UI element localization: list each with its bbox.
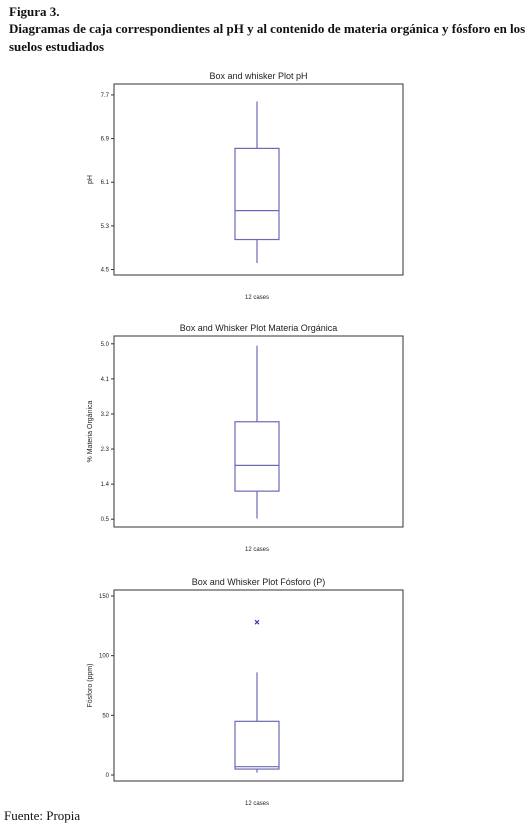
y-tick-label: 50 bbox=[102, 713, 109, 719]
y-tick-label: 5.0 bbox=[101, 342, 110, 348]
plot-frame bbox=[113, 589, 404, 782]
source-note: Fuente: Propia bbox=[4, 808, 81, 823]
y-axis-label: Fósforo (ppm) bbox=[87, 664, 94, 708]
boxplot-fosforo-figure: Box and Whisker Plot Fósforo (P) 0 50 100 15… bbox=[0, 576, 532, 816]
iqr-box bbox=[234, 421, 280, 492]
y-tick-label: 1.4 bbox=[101, 482, 110, 488]
y-tick-label: 0 bbox=[106, 773, 110, 779]
chart-title: Box and Whisker Plot Fósforo (P) bbox=[192, 577, 326, 587]
y-tick-label: 6.1 bbox=[101, 180, 110, 186]
boxplot-ph-figure: Box and whisker Plot pH 4.5 5.3 6.1 6.9 7.7 pH… bbox=[0, 70, 532, 310]
boxplot-fosforo-svg: Box and Whisker Plot Fósforo (P) 0 50 100 15… bbox=[87, 577, 404, 807]
boxplot-ph-svg: Box and whisker Plot pH 4.5 5.3 6.1 6.9 7.7 pH… bbox=[87, 71, 404, 301]
chart-title: Box and whisker Plot pH bbox=[209, 71, 307, 81]
chart-title: Box and Whisker Plot Materia Orgánica bbox=[180, 323, 338, 333]
outlier-point bbox=[254, 619, 260, 625]
y-tick-label: 7.7 bbox=[101, 93, 110, 99]
y-axis-label: pH bbox=[87, 175, 94, 184]
y-tick-label: 0.5 bbox=[101, 517, 110, 523]
y-tick-label: 2.3 bbox=[101, 447, 110, 453]
y-tick-label: 6.9 bbox=[101, 137, 110, 143]
y-tick-label: 150 bbox=[99, 594, 110, 600]
plot-frame bbox=[113, 335, 404, 528]
x-axis-label: 12 cases bbox=[245, 295, 269, 301]
figure-label: Figura 3. bbox=[9, 4, 60, 19]
plot-frame bbox=[113, 83, 404, 276]
y-axis-label: % Materia Orgánica bbox=[87, 400, 94, 462]
y-tick-label: 5.3 bbox=[101, 224, 110, 230]
boxplot-materia-organica-svg: Box and Whisker Plot Materia Orgánica 0.5… bbox=[87, 323, 404, 553]
boxplot-materia-organica-figure: Box and Whisker Plot Materia Orgánica 0.5… bbox=[0, 322, 532, 562]
y-tick-label: 4.1 bbox=[101, 377, 110, 383]
x-axis-label: 12 cases bbox=[245, 801, 269, 807]
y-tick-label: 3.2 bbox=[101, 412, 110, 418]
figure-caption: Diagramas de caja correspondientes al pH… bbox=[9, 21, 526, 54]
iqr-box bbox=[234, 720, 280, 770]
y-tick-label: 4.5 bbox=[101, 268, 110, 274]
y-tick-label: 100 bbox=[99, 654, 110, 660]
x-axis-label: 12 cases bbox=[245, 547, 269, 553]
iqr-box bbox=[234, 147, 280, 241]
